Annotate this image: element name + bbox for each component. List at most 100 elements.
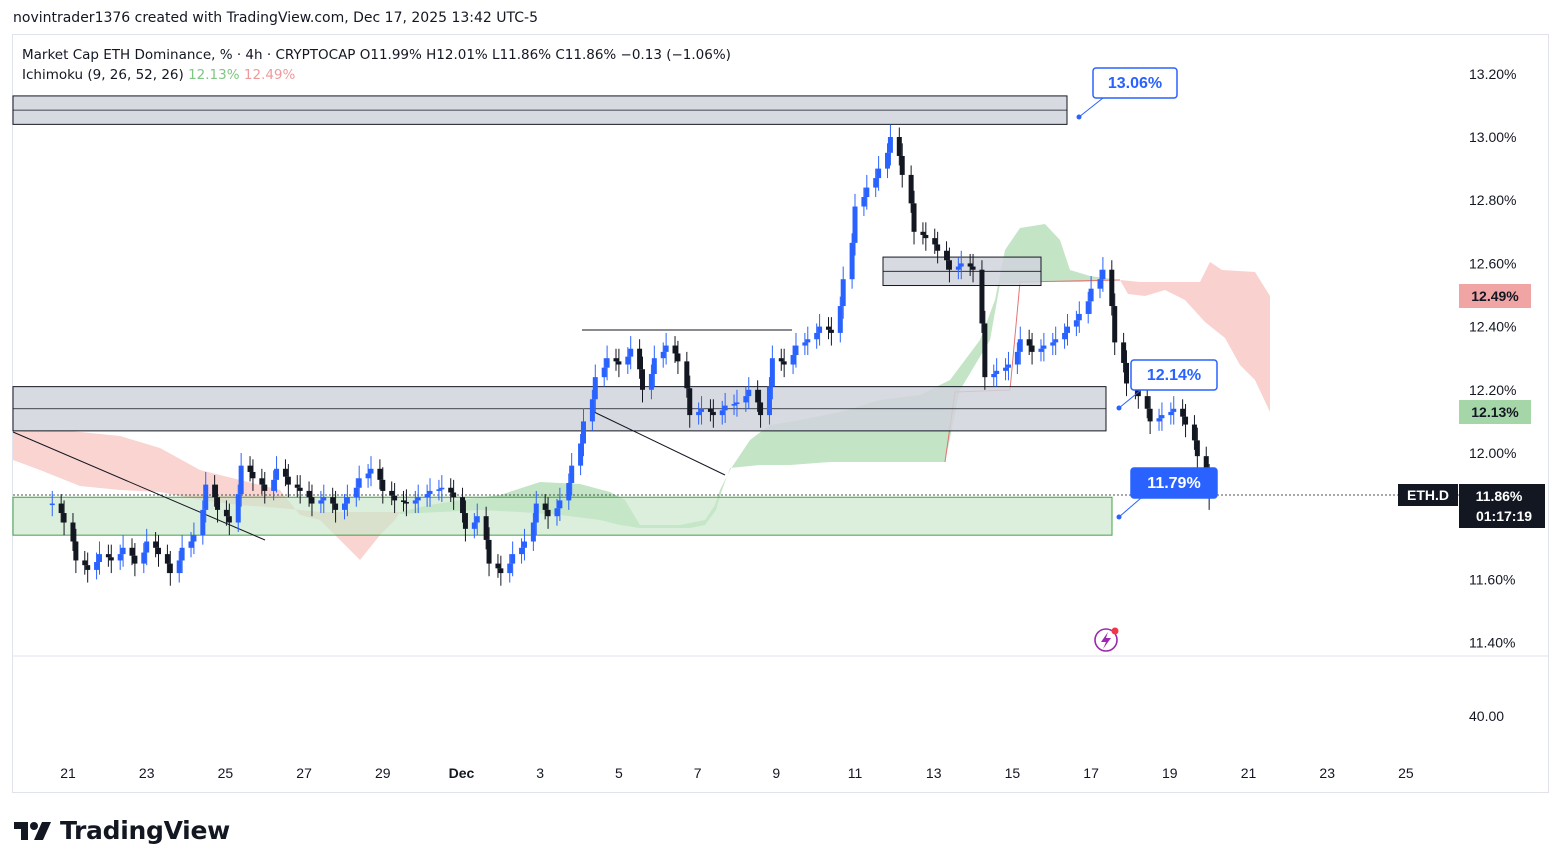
candle-body	[923, 234, 929, 239]
candle-body	[967, 263, 973, 267]
x-tick-label: 7	[694, 765, 702, 781]
candle-body	[61, 513, 67, 523]
candle-body	[498, 568, 504, 574]
y-tick-label: 11.40%	[1469, 635, 1515, 651]
legend-symbol-line: Market Cap ETH Dominance, % · 4h · CRYPT…	[22, 47, 731, 63]
candle-body	[191, 535, 197, 542]
candle-body	[640, 369, 646, 390]
candle-body	[1003, 367, 1009, 371]
candle-body	[321, 497, 327, 501]
candle-body	[1194, 440, 1200, 457]
logo-text: TradingView	[60, 816, 230, 845]
cloud-green-left	[400, 224, 1120, 528]
candle-body	[707, 408, 713, 412]
candle-body	[108, 557, 114, 561]
candle-body	[675, 353, 681, 362]
candle-body	[403, 501, 409, 504]
candle-body	[1203, 456, 1209, 477]
candle-body	[616, 361, 622, 365]
y-tick-label: 11.60%	[1469, 571, 1515, 587]
y-tick-label: 12.40%	[1469, 319, 1516, 335]
candle-body	[545, 509, 551, 517]
candle-body	[778, 358, 784, 362]
candle-body	[648, 374, 654, 390]
candle-body	[309, 497, 315, 504]
callout-anchor	[1076, 114, 1082, 120]
candle-body	[368, 468, 374, 474]
ichimoku-green-value: 12.13%	[188, 67, 240, 83]
candle-body	[944, 250, 950, 261]
candle-body	[876, 168, 882, 179]
candle-body	[1147, 408, 1153, 422]
candle-body	[1124, 362, 1130, 384]
candle-body	[344, 497, 350, 504]
candle-body	[85, 565, 91, 570]
candle-body	[542, 503, 548, 510]
candle-body	[389, 490, 395, 496]
candle-body	[569, 465, 575, 484]
candle-body	[401, 500, 407, 502]
candle-body	[82, 560, 88, 566]
candle-body	[412, 500, 418, 504]
price-callout[interactable]: 13.06%	[1076, 67, 1178, 120]
price-callout[interactable]: 11.79%	[1116, 467, 1218, 520]
callout-anchor	[1116, 514, 1122, 520]
candle-body	[896, 137, 902, 156]
candle-body	[849, 242, 855, 280]
lightning-icon[interactable]	[1094, 627, 1119, 652]
callout-pointer	[1078, 97, 1104, 118]
candle-body	[451, 492, 457, 498]
candle-body	[722, 405, 728, 411]
candle-body	[141, 552, 147, 564]
x-axis: 21 23 25 27 29 Dec 3 5 7 9 11 13 15 17 19 21 23 25	[60, 765, 1414, 781]
price-callout[interactable]: 12.14%	[1116, 359, 1218, 411]
candle-body	[932, 238, 938, 245]
candle-body	[731, 404, 737, 406]
x-tick-label: 25	[1398, 765, 1414, 781]
candle-body	[294, 484, 300, 488]
candle-body	[49, 503, 55, 506]
candle-body	[873, 178, 879, 188]
candle-body	[495, 563, 501, 569]
candle-body	[533, 503, 539, 523]
ichimoku-name: Ichimoku (9, 26, 52, 26)	[22, 67, 184, 83]
candle-body	[1085, 301, 1091, 314]
candle-body	[330, 497, 336, 504]
x-tick-label: 23	[1319, 765, 1335, 781]
candle-body	[439, 487, 445, 490]
candle-body	[1180, 408, 1186, 417]
candle-body	[471, 522, 477, 529]
candle-body	[1144, 396, 1150, 409]
candle-body	[814, 332, 820, 340]
candle-body	[392, 495, 398, 501]
candle-body	[625, 356, 631, 365]
candle-body	[899, 155, 905, 175]
candle-body	[306, 490, 312, 498]
candle-body	[519, 547, 525, 555]
candle-body	[1062, 332, 1068, 340]
x-tick-label: 3	[536, 765, 544, 781]
candle-body	[117, 554, 123, 561]
price-label-green: 12.13%	[1459, 400, 1531, 424]
candle-body	[271, 479, 277, 491]
candle-body	[318, 500, 324, 504]
candle-body	[120, 547, 126, 555]
candle-body	[817, 326, 823, 333]
tradingview-logo[interactable]: TradingView	[14, 816, 230, 845]
callout-text: 11.79%	[1147, 475, 1200, 492]
x-tick-label: 27	[296, 765, 312, 781]
candle-body	[864, 187, 870, 198]
x-tick-label: 5	[615, 765, 623, 781]
candle-body	[1017, 339, 1023, 352]
candle-body	[991, 374, 997, 378]
candle-body	[687, 388, 693, 416]
candle-body	[1076, 313, 1082, 321]
y-tick-label: 12.80%	[1469, 192, 1516, 208]
candle-body	[262, 484, 268, 491]
candle-body	[837, 306, 843, 333]
callout-pointer	[1118, 497, 1142, 518]
callout-box	[1130, 467, 1218, 499]
candle-body	[958, 263, 964, 267]
candle-body	[601, 367, 607, 378]
